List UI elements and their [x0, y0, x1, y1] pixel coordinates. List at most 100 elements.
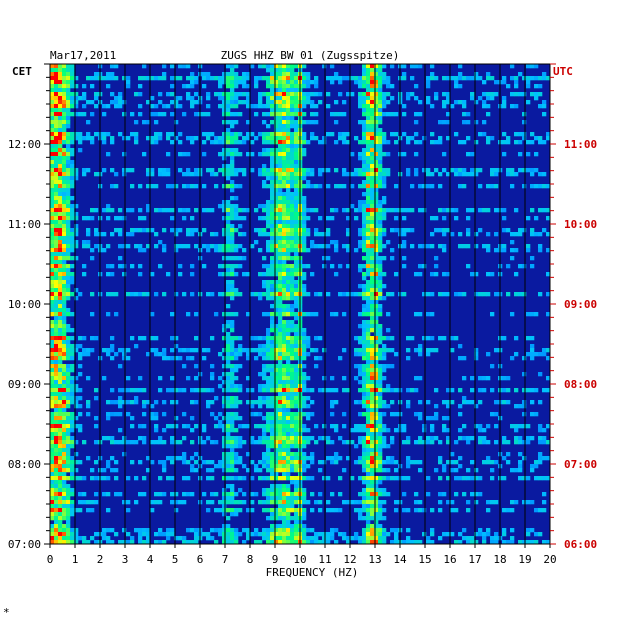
heatmap-cell	[478, 528, 483, 533]
heatmap-cell	[274, 448, 279, 453]
heatmap-cell	[290, 416, 295, 421]
heatmap-cell	[370, 280, 375, 285]
heatmap-cell	[70, 348, 75, 353]
heatmap-cell	[502, 96, 507, 101]
heatmap-cell	[334, 112, 339, 117]
heatmap-cell	[210, 500, 215, 505]
heatmap-cell	[274, 468, 279, 473]
heatmap-cell	[234, 244, 239, 249]
heatmap-cell	[290, 420, 295, 425]
heatmap-cell	[374, 144, 379, 149]
heatmap-cell	[110, 528, 115, 533]
heatmap-cell	[58, 472, 63, 477]
heatmap-cell	[294, 168, 299, 173]
heatmap-cell	[362, 400, 367, 405]
heatmap-cell	[362, 136, 367, 141]
heatmap-cell	[230, 172, 235, 177]
heatmap-cell	[362, 172, 367, 177]
heatmap-cell	[58, 92, 63, 97]
heatmap-cell	[158, 172, 163, 177]
heatmap-cell	[66, 504, 71, 509]
heatmap-cell	[374, 88, 379, 93]
heatmap-cell	[290, 460, 295, 465]
heatmap-cell	[278, 324, 283, 329]
heatmap-cell	[110, 100, 115, 105]
heatmap-cell	[70, 264, 75, 269]
heatmap-cell	[138, 264, 143, 269]
heatmap-cell	[370, 524, 375, 529]
heatmap-cell	[222, 464, 227, 469]
heatmap-cell	[110, 344, 115, 349]
heatmap-cell	[402, 72, 407, 77]
heatmap-cell	[370, 504, 375, 509]
heatmap-cell	[162, 532, 167, 537]
heatmap-cell	[450, 468, 455, 473]
heatmap-cell	[470, 400, 475, 405]
heatmap-cell	[118, 104, 123, 109]
heatmap-cell	[366, 256, 371, 261]
heatmap-cell	[458, 72, 463, 77]
heatmap-cell	[518, 132, 523, 137]
heatmap-cell	[178, 356, 183, 361]
heatmap-cell	[226, 304, 231, 309]
heatmap-cell	[50, 144, 55, 149]
heatmap-cell	[62, 272, 67, 277]
heatmap-cell	[238, 508, 243, 513]
heatmap-cell	[366, 288, 371, 293]
heatmap-cell	[402, 112, 407, 117]
heatmap-cell	[170, 424, 175, 429]
heatmap-cell	[218, 248, 223, 253]
heatmap-cell	[410, 76, 415, 81]
heatmap-cell	[162, 352, 167, 357]
heatmap-cell	[370, 172, 375, 177]
heatmap-cell	[238, 292, 243, 297]
heatmap-cell	[286, 264, 291, 269]
heatmap-cell	[366, 240, 371, 245]
heatmap-cell	[290, 372, 295, 377]
heatmap-cell	[270, 476, 275, 481]
heatmap-cell	[238, 232, 243, 237]
heatmap-cell	[370, 160, 375, 165]
heatmap-cell	[302, 352, 307, 357]
heatmap-cell	[54, 80, 59, 85]
heatmap-cell	[226, 112, 231, 117]
heatmap-cell	[378, 76, 383, 81]
heatmap-cell	[278, 156, 283, 161]
heatmap-cell	[278, 268, 283, 273]
heatmap-cell	[222, 488, 227, 493]
heatmap-cell	[302, 212, 307, 217]
heatmap-cell	[206, 348, 211, 353]
heatmap-cell	[50, 312, 55, 317]
heatmap-cell	[282, 396, 287, 401]
heatmap-cell	[446, 172, 451, 177]
heatmap-cell	[270, 492, 275, 497]
heatmap-cell	[58, 424, 63, 429]
heatmap-cell	[286, 84, 291, 89]
heatmap-cell	[66, 468, 71, 473]
heatmap-cell	[90, 256, 95, 261]
heatmap-cell	[54, 388, 59, 393]
heatmap-cell	[206, 76, 211, 81]
heatmap-cell	[270, 516, 275, 521]
heatmap-cell	[174, 424, 179, 429]
heatmap-cell	[270, 420, 275, 425]
heatmap-cell	[370, 372, 375, 377]
heatmap-cell	[62, 280, 67, 285]
heatmap-cell	[150, 272, 155, 277]
heatmap-cell	[390, 528, 395, 533]
heatmap-cell	[526, 140, 531, 145]
heatmap-cell	[286, 280, 291, 285]
heatmap-cell	[62, 84, 67, 89]
heatmap-cell	[294, 152, 299, 157]
heatmap-cell	[546, 136, 551, 141]
heatmap-cell	[282, 180, 287, 185]
heatmap-cell	[102, 168, 107, 173]
heatmap-cell	[54, 288, 59, 293]
heatmap-cell	[294, 120, 299, 125]
heatmap-cell	[138, 388, 143, 393]
heatmap-cell	[522, 424, 527, 429]
heatmap-cell	[114, 100, 119, 105]
heatmap-cell	[162, 440, 167, 445]
heatmap-cell	[362, 72, 367, 77]
heatmap-cell	[310, 540, 315, 545]
